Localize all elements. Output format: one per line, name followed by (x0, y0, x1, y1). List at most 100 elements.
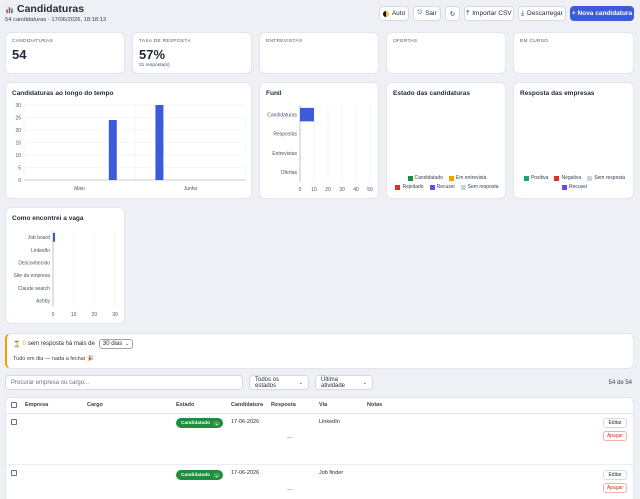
stale-count: 0 (22, 341, 26, 347)
column-header-resposta[interactable]: Resposta (271, 402, 296, 408)
column-header-via[interactable]: Via (319, 402, 328, 408)
results-count: 54 de 54 (608, 380, 632, 386)
page-subtitle: 54 candidaturas · 17/06/2026, 18:18:13 (5, 17, 107, 23)
search-input[interactable]: Procurar empresa ou cargo... (5, 375, 243, 390)
x-tick-label: 20 (92, 312, 98, 318)
column-header-cargo[interactable]: Cargo (87, 402, 103, 408)
y-tick-label: Desconhecido (18, 260, 50, 266)
delete-button[interactable]: Apagar (603, 483, 627, 493)
applications-table (5, 397, 634, 499)
chart-timeline: 0 5 10 15 20 25 30 Maio Junho (15, 103, 247, 192)
edit-button[interactable]: Editar (603, 418, 627, 428)
row-divider (5, 464, 634, 465)
legend-item: Recusei (429, 184, 455, 190)
legend-item: Candidatado (407, 175, 443, 181)
legend-item: Negativa (554, 175, 581, 181)
x-tick-label: Maio (74, 186, 85, 192)
chart-funnel-title: Funil (266, 90, 282, 97)
chart-resposta-legend: Positiva Negativa Sem resposta Recusei (518, 175, 631, 190)
logout-icon: ⎋ (417, 10, 423, 16)
chart-funnel-card: Funil 0 10 20 30 40 50 Candidaturas Respostas En… (259, 82, 379, 199)
legend-item: Recusei (561, 184, 587, 190)
x-tick-label: 20 (325, 187, 331, 193)
column-header-estado[interactable]: Estado (176, 402, 195, 408)
bar (155, 105, 164, 180)
stale-days-select[interactable]: 30 dias ⌄ (98, 339, 134, 349)
x-tick-label: 0 (299, 187, 302, 193)
cell-via: LinkedIn (319, 419, 340, 425)
legend-swatch (448, 175, 454, 181)
y-tick-label: 20 (15, 128, 21, 134)
x-tick-label: 0 (52, 312, 55, 318)
cell-resposta: — (287, 487, 293, 493)
x-tick-label: 30 (112, 312, 118, 318)
row-checkbox[interactable] (11, 419, 17, 425)
status-badge[interactable]: Candidatado ⌄ (176, 470, 224, 480)
row-checkbox[interactable] (11, 470, 17, 476)
delete-button[interactable]: Apagar (603, 431, 627, 441)
cell-via: Job finder (319, 470, 344, 476)
stat-card-em-curso: EM CURSO (513, 32, 634, 74)
bar (108, 120, 117, 180)
chart-source-title: Como encontrei a vaga (12, 215, 84, 222)
column-header-candidatura[interactable]: Candidatura (231, 402, 264, 408)
new-application-button[interactable]: + Nova candidatura (570, 6, 634, 21)
y-tick-label: Ashby (36, 298, 50, 304)
edit-button[interactable]: Editar (603, 470, 627, 480)
y-tick-label: Claude search (18, 286, 50, 292)
stale-alert-card: ⌛ 0 sem resposta há mais de 30 dias ⌄ Tu… (5, 333, 634, 369)
status-badge[interactable]: Candidatado ⌄ (176, 418, 224, 428)
y-tick-label: Candidaturas (267, 112, 297, 118)
legend-swatch (429, 184, 435, 190)
logout-button[interactable]: ⎋ Sair (413, 6, 441, 21)
y-tick-label: 15 (15, 140, 21, 146)
import-csv-button[interactable]: ⤒ Importar CSV (464, 6, 514, 21)
hourglass-icon: ⌛ (13, 341, 21, 348)
legend-swatch (554, 175, 560, 181)
page-title-text: Candidaturas (17, 3, 85, 15)
column-header-empresa[interactable]: Empresa (25, 402, 49, 408)
legend-item: Positiva (523, 175, 548, 181)
stat-card-candidaturas: CANDIDATURAS 54 (5, 32, 125, 74)
bar-chart-icon (5, 4, 14, 14)
legend-item: Rejeitado (395, 184, 424, 190)
chart-funnel: 0 10 20 30 40 50 Candidaturas Respostas Entrevis… (267, 105, 373, 193)
download-button[interactable]: ⤓ Descarregar (518, 6, 566, 21)
legend-item: Sem resposta (587, 175, 625, 181)
y-tick-label: 30 (15, 103, 21, 109)
stat-card-taxa-resposta: TAXA DE RESPOSTA 57% 31 resposta(s) (132, 32, 252, 74)
x-tick-label: 40 (353, 187, 359, 193)
legend-swatch (587, 175, 593, 181)
chart-source: 0 10 20 30 Job board LinkedIn Desconhecido Site… (14, 231, 118, 318)
half-moon-icon (382, 10, 389, 17)
refresh-icon: ↻ (449, 10, 456, 18)
y-tick-label: LinkedIn (31, 248, 50, 254)
auto-theme-button[interactable]: Auto (379, 6, 409, 21)
sort-select[interactable]: Última atividade ⌄ (315, 375, 373, 390)
legend-swatch (460, 184, 466, 190)
chart-estado-title: Estado das candidaturas (393, 90, 470, 97)
status-filter-select[interactable]: Todos os estados ⌄ (249, 375, 309, 390)
column-header-notas[interactable]: Notas (367, 402, 383, 408)
y-tick-label: 0 (18, 178, 21, 184)
refresh-button[interactable]: ↻ (445, 6, 460, 21)
y-tick-label: Entrevistas (272, 151, 297, 157)
stale-alert-line: ⌛ 0 sem resposta há mais de 30 dias ⌄ (13, 339, 134, 349)
chart-estado-legend: Candidatado Em entrevista Rejeitado Recu… (391, 175, 503, 190)
x-tick-label: 30 (339, 187, 345, 193)
chevron-down-icon: ⌄ (298, 379, 303, 386)
legend-item: Em entrevista (448, 175, 486, 181)
y-tick-label: Ofertas (281, 170, 298, 176)
stale-alert-message: Tudo em dia — nada a fechar 🎉 (13, 356, 94, 362)
cell-candidatura: 17-06-2026 (231, 470, 260, 476)
chart-source-card: Como encontrei a vaga 0 10 20 30 Job board Li… (5, 207, 125, 324)
upload-icon: ⤒ (466, 9, 470, 17)
chevron-down-icon: ⌄ (125, 341, 130, 347)
chart-timeline-card: Candidaturas ao longo do tempo 0 5 10 15 20 2… (5, 82, 252, 199)
select-all-checkbox[interactable] (11, 402, 17, 408)
y-tick-label: 10 (15, 153, 21, 159)
chart-estado-card: Estado das candidaturas Candidatado Em e… (386, 82, 506, 199)
chevron-down-icon: ⌄ (362, 379, 367, 386)
cell-resposta: — (287, 435, 293, 441)
chart-resposta-card: Resposta das empresas Positiva Negativa … (513, 82, 634, 199)
